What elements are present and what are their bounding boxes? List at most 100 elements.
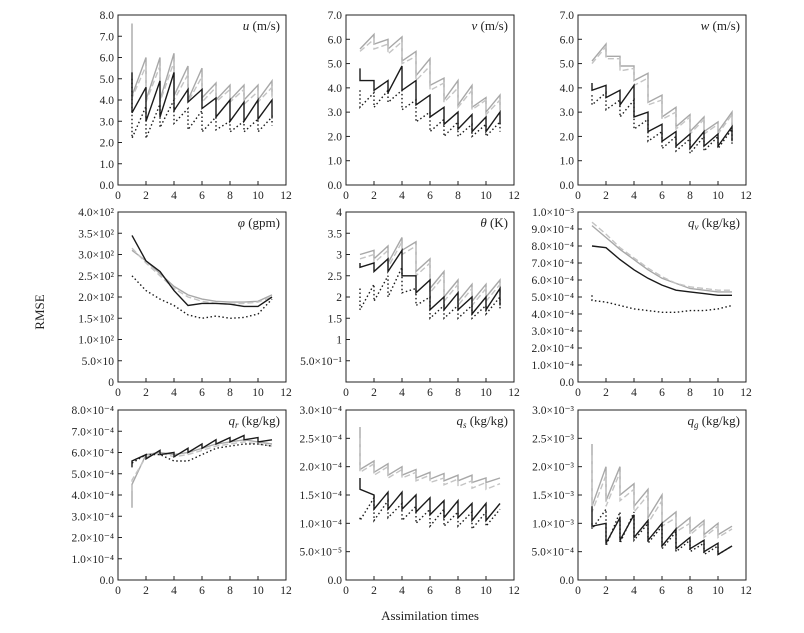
panel-variable-label: qs (kg/kg) — [456, 413, 508, 430]
y-tick-label: 1.0×10⁻⁴ — [72, 554, 114, 566]
x-tick-label: 0 — [115, 190, 121, 202]
y-tick-label: 8.0×10⁻⁴ — [532, 241, 574, 253]
y-tick-label: 3.0×10⁻⁴ — [300, 405, 342, 417]
x-tick-label: 12 — [740, 387, 752, 399]
x-tick-label: 8 — [455, 190, 461, 202]
x-tick-label: 8 — [687, 585, 693, 597]
panel-variable-label: qr (kg/kg) — [228, 413, 280, 430]
x-tick-label: 6 — [427, 585, 433, 597]
y-tick-label: 5.0 — [100, 74, 115, 86]
y-tick-label: 6.0×10⁻⁴ — [72, 448, 114, 460]
y-tick-label: 1.0 — [560, 156, 575, 168]
x-tick-label: 10 — [480, 387, 492, 399]
y-tick-label: 3.5×10² — [78, 228, 114, 240]
panel-variable-label: φ (gpm) — [238, 215, 280, 230]
plot-frame — [117, 409, 287, 581]
y-tick-label: 5.0 — [560, 59, 575, 71]
series-line-black-dotted — [131, 275, 273, 320]
y-tick-label: 3.5 — [328, 228, 343, 240]
x-tick-label: 6 — [427, 387, 433, 399]
x-tick-label: 4 — [399, 190, 405, 202]
series-line-gray-dashed — [359, 241, 501, 308]
y-tick-label: 7.0×10⁻⁴ — [72, 426, 114, 438]
x-tick-label: 4 — [631, 387, 637, 399]
x-axis-title: Assimilation times — [381, 608, 479, 623]
x-tick-label: 10 — [712, 190, 724, 202]
y-tick-label: 4.0 — [100, 95, 115, 107]
y-tick-label: 6.0 — [100, 53, 115, 65]
y-tick-label: 2.0×10² — [78, 292, 114, 304]
y-tick-label: 3.0 — [560, 107, 575, 119]
series-line-gray-solid — [131, 439, 273, 508]
y-tick-label: 1.0 — [100, 159, 115, 171]
y-tick-label: 2.0×10⁻⁴ — [72, 533, 114, 545]
y-tick-label: 2.0×10⁻⁴ — [300, 462, 342, 474]
x-tick-label: 8 — [227, 190, 233, 202]
x-tick-label: 4 — [631, 190, 637, 202]
panel-variable-label: w (m/s) — [701, 18, 740, 33]
y-tick-label: 6.0×10⁻⁴ — [532, 275, 574, 287]
series-line-gray-solid — [591, 225, 732, 293]
y-tick-label: 2.5×10⁻³ — [532, 433, 574, 445]
x-tick-label: 0 — [343, 585, 349, 597]
x-tick-label: 2 — [371, 387, 377, 399]
x-tick-label: 0 — [575, 190, 581, 202]
y-tick-label: 5.0 — [328, 59, 343, 71]
x-tick-label: 12 — [508, 190, 520, 202]
y-tick-label: 9.0×10⁻⁴ — [532, 224, 574, 236]
x-tick-label: 2 — [603, 585, 609, 597]
x-tick-label: 10 — [252, 387, 264, 399]
series-line-black-dotted — [359, 88, 501, 139]
x-tick-label: 6 — [659, 190, 665, 202]
x-tick-label: 2 — [371, 190, 377, 202]
x-tick-label: 2 — [603, 190, 609, 202]
series-line-gray-solid — [131, 249, 273, 303]
x-tick-label: 8 — [227, 585, 233, 597]
x-tick-label: 10 — [480, 585, 492, 597]
y-tick-label: 0.0 — [560, 180, 575, 192]
panel-2: 0.0 1.0 2.0 3.0 4.0 5.0 6.0 7.0 0 2 4 6 8 10 12 v (m/s) — [328, 10, 520, 202]
x-tick-label: 0 — [115, 387, 121, 399]
x-tick-label: 12 — [280, 387, 292, 399]
x-tick-label: 6 — [199, 190, 205, 202]
panel-7: 0.0 1.0×10⁻⁴ 2.0×10⁻⁴ 3.0×10⁻⁴ 4.0×10⁻⁴ 5.0×1… — [72, 405, 292, 597]
y-tick-label: 4.0×10⁻⁴ — [72, 490, 114, 502]
y-axis-title: RMSE — [32, 294, 47, 329]
y-tick-label: 5.0×10⁻¹ — [300, 356, 342, 368]
y-tick-label: 5.0×10⁻⁴ — [532, 292, 574, 304]
x-tick-label: 10 — [712, 387, 724, 399]
panel-8: 0.0 5.0×10⁻⁵ 1.0×10⁻⁴ 1.5×10⁻⁴ 2.0×10⁻⁴ 2.5×1… — [300, 405, 520, 597]
y-tick-label: 4.0×10² — [78, 207, 114, 219]
x-tick-label: 8 — [227, 387, 233, 399]
panel-variable-label: u (m/s) — [243, 18, 280, 33]
y-tick-label: 5.0×10⁻⁵ — [300, 547, 342, 559]
panel-5: 5.0×10⁻¹ 1 1.5 2 2.5 3 3.5 4 0 2 4 6 8 10 12 θ (K) — [300, 207, 520, 399]
x-tick-label: 8 — [455, 387, 461, 399]
y-tick-label: 1.0×10⁻⁴ — [532, 360, 574, 372]
plot-frame — [577, 211, 747, 383]
x-tick-label: 6 — [427, 190, 433, 202]
x-tick-label: 2 — [603, 387, 609, 399]
y-tick-label: 4.0×10⁻⁴ — [532, 309, 574, 321]
x-tick-label: 10 — [480, 190, 492, 202]
x-tick-label: 12 — [280, 190, 292, 202]
y-tick-label: 0.0 — [100, 180, 115, 192]
x-tick-label: 4 — [399, 387, 405, 399]
x-tick-label: 10 — [252, 190, 264, 202]
y-tick-label: 4 — [336, 207, 342, 219]
panel-1: 0.0 1.0 2.0 3.0 4.0 5.0 6.0 7.0 8.0 0 2 4 6 8 10 12 u (m… — [100, 10, 292, 202]
series-line-black-solid — [591, 245, 732, 296]
y-tick-label: 0.0 — [560, 575, 575, 587]
x-tick-label: 8 — [687, 190, 693, 202]
y-tick-label: 2.0×10⁻³ — [532, 462, 574, 474]
x-tick-label: 0 — [575, 387, 581, 399]
x-tick-label: 6 — [199, 585, 205, 597]
x-tick-label: 12 — [508, 585, 520, 597]
x-tick-label: 12 — [740, 190, 752, 202]
panel-variable-label: v (m/s) — [472, 18, 508, 33]
panel-variable-label: θ (K) — [480, 215, 508, 230]
x-tick-label: 0 — [343, 387, 349, 399]
y-tick-label: 0.0 — [560, 377, 575, 389]
